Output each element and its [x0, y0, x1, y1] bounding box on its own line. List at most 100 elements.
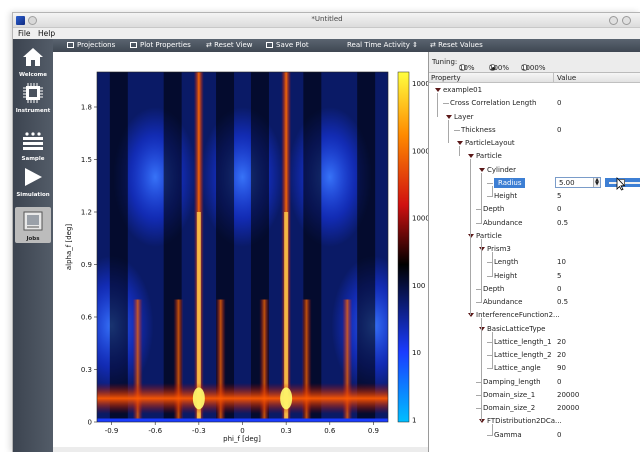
- tree-row[interactable]: ParticleLayout: [429, 137, 640, 150]
- property-value[interactable]: 20000: [557, 404, 580, 412]
- sidebar-item-label: Instrument: [15, 108, 51, 114]
- dark-streak: [357, 72, 376, 422]
- projections-button[interactable]: Projections: [67, 41, 115, 49]
- tree-row[interactable]: Particle: [429, 150, 640, 163]
- tree-row[interactable]: Depth 0: [429, 203, 640, 216]
- sidebar-item-welcome[interactable]: Welcome: [15, 43, 51, 79]
- tree-row[interactable]: FTDistribution2DCa...: [429, 415, 640, 428]
- radius-value-input[interactable]: 5.00 ▲ ▼: [555, 176, 601, 188]
- reset-view-button[interactable]: ⇄ Reset View: [206, 41, 253, 49]
- colorbar: [397, 71, 410, 423]
- tree-row[interactable]: Layer: [429, 111, 640, 124]
- spinbox-stepper-icon[interactable]: ▲ ▼: [593, 177, 600, 187]
- property-name: FTDistribution2DCa...: [487, 417, 562, 426]
- tree-row[interactable]: Length 10: [429, 256, 640, 269]
- expand-arrow-icon[interactable]: [457, 141, 463, 145]
- sidebar-item-label: Sample: [21, 156, 45, 162]
- expand-arrow-icon[interactable]: [479, 326, 485, 331]
- secondary-streak: [259, 299, 270, 422]
- minimize-button[interactable]: [609, 16, 618, 25]
- menu-file[interactable]: File: [18, 29, 31, 38]
- peak-spot: [280, 387, 293, 410]
- tree-guide-line: [492, 424, 493, 435]
- expand-arrow-icon[interactable]: [479, 419, 485, 424]
- expand-arrow-icon[interactable]: [479, 247, 485, 251]
- expand-arrow-icon[interactable]: [446, 114, 452, 119]
- tree-row[interactable]: Lattice_angle 90: [429, 362, 640, 375]
- x-tick-label: -0.3: [192, 427, 206, 435]
- menu-bar: File Help: [13, 28, 640, 39]
- maximize-button[interactable]: [622, 16, 631, 25]
- tree-row[interactable]: Abundance 0.5: [429, 217, 640, 230]
- tree-row[interactable]: Depth 0: [429, 283, 640, 296]
- property-value[interactable]: 20: [557, 351, 566, 359]
- property-value[interactable]: 90: [557, 364, 566, 373]
- colorbar-tick-label: 100000: [412, 80, 428, 88]
- sidebar-item-jobs[interactable]: Jobs: [15, 207, 51, 243]
- tree-row[interactable]: Lattice_length_1 20: [429, 336, 640, 349]
- tree-row[interactable]: InterferenceFunction2...: [429, 309, 640, 322]
- reset-values-button[interactable]: ⇄ Reset Values: [430, 41, 483, 49]
- property-name: Abundance: [483, 218, 523, 227]
- tree-row[interactable]: Thickness 0: [429, 124, 640, 137]
- property-value[interactable]: 0: [557, 284, 562, 293]
- tree-connector: [476, 302, 482, 303]
- tree-row[interactable]: Prism3: [429, 243, 640, 256]
- x-tick-label: -0.6: [148, 427, 162, 435]
- tree-row[interactable]: Abundance 0.5: [429, 296, 640, 309]
- window-menu-button[interactable]: [28, 16, 37, 25]
- property-value[interactable]: 20000: [557, 390, 580, 399]
- expand-arrow-icon[interactable]: [468, 233, 474, 238]
- tree-row[interactable]: Cross Correlation Length 0: [429, 97, 640, 110]
- tree-guide-line: [448, 119, 449, 143]
- property-name: Domain_size_2: [483, 404, 536, 412]
- property-value[interactable]: 0: [557, 377, 562, 386]
- bright-streak-core: [284, 212, 289, 422]
- property-name: Lattice_angle: [494, 364, 541, 373]
- property-value[interactable]: 20: [557, 337, 566, 346]
- tree-connector: [487, 275, 493, 277]
- tree-row[interactable]: Domain_size_1 20000: [429, 389, 640, 402]
- save-plot-button[interactable]: Save Plot: [266, 41, 309, 49]
- property-value[interactable]: 0: [557, 125, 562, 134]
- tree-row[interactable]: Height 5: [429, 270, 640, 283]
- activity-select[interactable]: Real Time Activity ⇕: [347, 41, 418, 49]
- colorbar-tick-label: 1000: [412, 215, 428, 223]
- tree-row[interactable]: example01: [429, 84, 640, 97]
- property-value[interactable]: 0.5: [557, 298, 569, 306]
- sidebar-item-sample[interactable]: Sample: [15, 127, 51, 163]
- tree-row[interactable]: Gamma 0: [429, 429, 640, 442]
- plot-properties-button[interactable]: Plot Properties: [130, 41, 191, 49]
- tree-connector: [487, 182, 493, 184]
- column-value[interactable]: Value: [557, 74, 577, 82]
- tree-row[interactable]: Cylinder: [429, 164, 640, 177]
- expand-arrow-icon[interactable]: [468, 313, 474, 318]
- sidebar-item-instrument[interactable]: Instrument: [15, 79, 51, 115]
- secondary-streak: [215, 299, 226, 422]
- menu-help[interactable]: Help: [38, 29, 56, 38]
- property-value[interactable]: 0: [557, 430, 562, 439]
- tree-row[interactable]: Lattice_length_2 20: [429, 349, 640, 362]
- x-tick-label: 0.3: [281, 427, 292, 435]
- tree-row[interactable]: Domain_size_2 20000: [429, 402, 640, 415]
- tree-row[interactable]: BasicLatticeType: [429, 323, 640, 336]
- tree-row[interactable]: Damping_length 0: [429, 376, 640, 389]
- property-value[interactable]: 5: [557, 192, 562, 200]
- property-value[interactable]: 0: [557, 99, 562, 108]
- property-value[interactable]: 5: [557, 271, 562, 280]
- property-value[interactable]: 0.5: [557, 218, 569, 227]
- property-name: Gamma: [494, 430, 522, 439]
- expand-arrow-icon[interactable]: [468, 154, 474, 159]
- expand-arrow-icon[interactable]: [479, 167, 485, 172]
- tree-row[interactable]: Height 5: [429, 190, 640, 203]
- property-value[interactable]: 10: [557, 258, 566, 267]
- intensity-heatmap[interactable]: -0.9 -0.6 -0.3 0 0.3 0.6 0.9 0 0.3 0.6 0.9 1.2 1.5 1…: [53, 52, 428, 447]
- tree-connector: [476, 394, 482, 396]
- column-property[interactable]: Property: [431, 74, 461, 82]
- refresh-icon: ⇄: [430, 41, 439, 49]
- tree-row[interactable]: Radius 5.00 ▲ ▼: [429, 176, 640, 190]
- expand-arrow-icon[interactable]: [435, 88, 441, 92]
- property-value[interactable]: 0: [557, 205, 562, 214]
- tree-row[interactable]: Particle: [429, 230, 640, 243]
- sidebar-item-simulation[interactable]: Simulation: [15, 163, 51, 199]
